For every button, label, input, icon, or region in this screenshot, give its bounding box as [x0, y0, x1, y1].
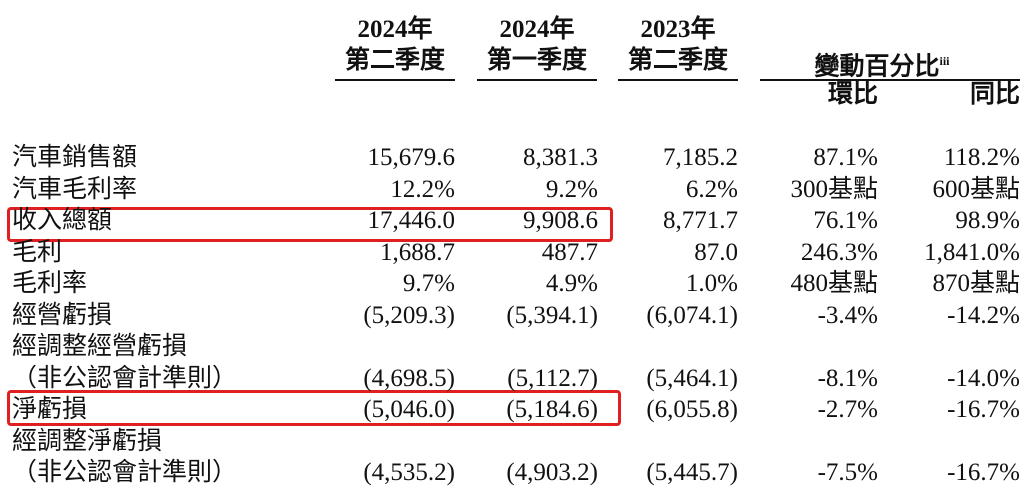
- header-rule: [335, 79, 455, 81]
- change-title: 變動百分比iii: [814, 46, 949, 82]
- cell: 6.2%: [685, 175, 738, 203]
- cell: (5,394.1): [506, 301, 598, 329]
- cell: 118.2%: [943, 144, 1020, 171]
- row-label: 收入總額: [12, 207, 113, 234]
- column-period: 第二季度: [627, 47, 729, 74]
- cell: 15,679.6: [367, 144, 456, 171]
- row-label: 汽車毛利率: [12, 175, 138, 203]
- cell: (5,445.7): [646, 459, 738, 486]
- row-label: 淨虧損: [12, 396, 88, 423]
- cell: 17,446.0: [367, 207, 456, 234]
- cell: -14.0%: [947, 364, 1020, 392]
- cell: 8,381.3: [523, 144, 598, 171]
- header-rule: [760, 79, 1020, 81]
- row-label: （非公認會計準則）: [12, 364, 238, 392]
- cell: 76.1%: [813, 207, 878, 234]
- cell: 87.0: [694, 238, 738, 266]
- cell: (5,184.6): [506, 396, 598, 423]
- cell: (5,209.3): [363, 301, 455, 329]
- cell: (6,055.8): [646, 396, 738, 423]
- cell: 9.2%: [545, 175, 598, 203]
- row-label: 毛利率: [12, 270, 88, 297]
- cell: 4.9%: [545, 270, 598, 297]
- cell: 9.7%: [402, 270, 455, 297]
- cell: 600基點: [932, 175, 1020, 203]
- row-label: 汽車銷售額: [12, 144, 138, 171]
- header-rule: [477, 79, 597, 81]
- cell: -16.7%: [947, 459, 1020, 486]
- cell: -7.5%: [817, 459, 878, 486]
- cell: (6,074.1): [646, 301, 738, 329]
- highlight-box: [7, 390, 621, 426]
- cell: (5,464.1): [646, 364, 738, 392]
- cell: (4,903.2): [506, 459, 598, 486]
- cell: 480基點: [790, 270, 878, 297]
- change-title-text: 變動百分比: [814, 53, 940, 81]
- row-label: 經營虧損: [12, 301, 113, 329]
- cell: -3.4%: [817, 301, 878, 329]
- change-subheader: 同比: [969, 81, 1020, 108]
- column-period: 第二季度: [344, 47, 446, 74]
- cell: -2.7%: [817, 396, 878, 423]
- cell: 300基點: [790, 175, 878, 203]
- cell: 246.3%: [800, 238, 878, 266]
- column-year: 2024年: [357, 16, 433, 43]
- footnote-mark: iii: [939, 54, 950, 68]
- row-label: （非公認會計準則）: [12, 459, 238, 486]
- cell: -16.7%: [947, 396, 1020, 423]
- column-year: 2023年: [640, 16, 716, 43]
- cell: (4,698.5): [363, 364, 455, 392]
- cell: 1,688.7: [380, 238, 455, 266]
- cell: 9,908.6: [523, 207, 598, 234]
- cell: (5,046.0): [363, 396, 455, 423]
- cell: -14.2%: [947, 301, 1020, 329]
- cell: (4,535.2): [363, 459, 455, 486]
- change-subheader: 環比: [827, 81, 878, 108]
- cell: 8,771.7: [663, 207, 738, 234]
- header-rule: [618, 79, 738, 81]
- cell: 7,185.2: [663, 144, 738, 171]
- row-label: 經調整經營虧損: [12, 333, 188, 360]
- cell: 487.7: [541, 238, 598, 266]
- column-period: 第一季度: [486, 47, 588, 74]
- cell: -8.1%: [817, 364, 878, 392]
- row-label: 經調整淨虧損: [12, 427, 163, 455]
- cell: 1,841.0%: [924, 238, 1020, 266]
- cell: 1.0%: [685, 270, 738, 297]
- cell: 12.2%: [390, 175, 455, 203]
- cell: 98.9%: [955, 207, 1020, 234]
- cell: (5,112.7): [507, 364, 598, 392]
- column-year: 2024年: [499, 16, 575, 43]
- row-label: 毛利: [12, 238, 63, 266]
- cell: 870基點: [932, 270, 1020, 297]
- cell: 87.1%: [813, 144, 878, 171]
- highlight-box: [7, 207, 613, 242]
